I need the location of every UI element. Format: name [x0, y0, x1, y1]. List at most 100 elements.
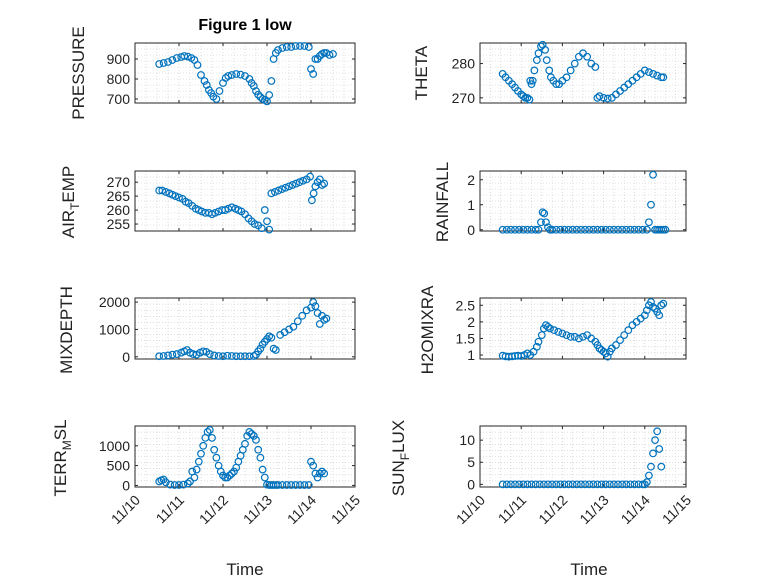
data-point: [320, 179, 329, 188]
data-point: [205, 426, 214, 434]
data-point: [640, 66, 649, 75]
data-point: [247, 430, 256, 438]
data-point: [292, 179, 300, 188]
x-tick-label: 11/14: [618, 492, 654, 528]
data-point: [183, 479, 192, 488]
data-point: [616, 336, 624, 345]
data-point: [537, 331, 546, 340]
data-point: [624, 326, 633, 335]
data-point: [626, 480, 635, 489]
data-point: [325, 51, 334, 59]
data-point: [199, 441, 208, 450]
y-tick-label: 1: [467, 197, 475, 213]
data-point: [306, 172, 315, 181]
data-point: [544, 322, 552, 331]
data-point: [530, 66, 539, 75]
data-point: [210, 351, 219, 360]
subplot-sun-flux: 0 5 10 11/10 11/11 11/12 11/13 11/14 11/15: [453, 425, 695, 528]
data-point: [307, 65, 315, 73]
data-point: [295, 178, 304, 187]
data-point: [260, 206, 269, 214]
data-point: [263, 217, 271, 226]
data-point: [315, 320, 324, 328]
data-point: [307, 196, 316, 205]
data-point: [566, 66, 575, 75]
data-point: [550, 326, 559, 335]
data-point: [193, 61, 202, 69]
y-tick-label: 700: [107, 91, 131, 107]
data-point: [647, 462, 655, 471]
data-point: [293, 317, 302, 326]
data-point: [548, 225, 556, 234]
data-point: [254, 90, 263, 99]
data-point: [534, 49, 543, 58]
data-point: [519, 225, 528, 234]
data-point: [274, 46, 282, 54]
data-point: [531, 225, 540, 234]
xlabel-right: Time: [570, 560, 607, 579]
data-point: [249, 432, 258, 440]
data-point: [519, 92, 528, 101]
data-point: [257, 224, 266, 233]
data-point: [552, 80, 561, 89]
data-point: [215, 87, 224, 95]
data-point: [626, 225, 635, 234]
data-point: [155, 60, 164, 68]
y-tick-label: 1.5: [456, 330, 476, 346]
data-point: [282, 43, 291, 51]
data-point: [581, 480, 589, 489]
y-tick-label: 1000: [99, 438, 130, 454]
y-tick-label: 270: [452, 90, 476, 106]
y-tick-label: 0: [122, 477, 130, 493]
data-point: [507, 225, 515, 234]
data-point: [219, 352, 227, 361]
x-tick-label: 11/14: [284, 492, 320, 528]
axes-box: [479, 170, 687, 232]
data-point: [566, 332, 575, 341]
data-point: [568, 480, 577, 489]
data-point: [642, 225, 651, 234]
data-point: [538, 208, 547, 217]
data-point: [199, 347, 208, 356]
data-point: [661, 225, 670, 234]
data-point: [542, 218, 550, 227]
data-point: [296, 42, 304, 50]
data-point: [282, 481, 291, 489]
data-point: [528, 76, 537, 85]
data-point: [645, 68, 653, 77]
x-tick-label: 11/15: [328, 492, 364, 528]
y-tick-label: 2: [467, 314, 475, 330]
data-point: [548, 480, 556, 489]
data-point: [585, 225, 594, 234]
data-point: [197, 449, 205, 458]
y-tick-label: 0: [467, 222, 475, 238]
data-point: [164, 351, 172, 360]
data-point: [546, 324, 554, 333]
data-point: [267, 333, 276, 342]
data-point: [651, 436, 659, 445]
data-point: [203, 428, 212, 436]
y-tick-label: 260: [107, 202, 131, 218]
data-point: [322, 314, 331, 323]
data-point: [300, 481, 309, 489]
y-tick-label: 255: [107, 216, 131, 232]
data-point: [541, 45, 549, 54]
data-point: [657, 301, 666, 310]
y-tick-label: 0: [122, 349, 130, 365]
data-point: [175, 481, 183, 489]
data-point: [245, 75, 254, 83]
data-point: [577, 480, 585, 489]
data-point: [649, 449, 657, 458]
data-point: [614, 225, 622, 234]
x-tick-label: 11/15: [659, 492, 695, 528]
data-point: [642, 306, 651, 315]
data-point: [517, 352, 526, 360]
data-point: [630, 225, 639, 234]
axes-box: [134, 425, 356, 488]
data-point: [595, 92, 604, 101]
data-point: [287, 43, 296, 51]
data-point: [159, 59, 168, 67]
data-point: [630, 480, 639, 489]
data-point: [186, 477, 194, 486]
data-point: [508, 352, 517, 361]
